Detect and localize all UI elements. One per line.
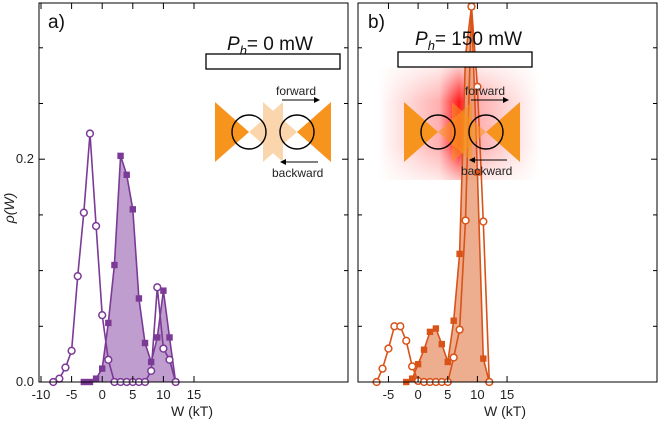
panel-a-x-tick-label: 10 <box>156 387 170 402</box>
y-tick-label: 0.2 <box>16 151 34 166</box>
panel-b-backward-point <box>461 216 470 225</box>
y-axis-title: ρ(W) <box>1 193 17 225</box>
panel-b-inset: forward backward <box>404 84 520 178</box>
panel-b-backward-point <box>473 82 482 91</box>
panel-a-forward-point <box>135 295 143 302</box>
panel-b-backward-point <box>479 217 488 226</box>
panel-b-x-tick-label: 0 <box>414 387 421 402</box>
panel-b-forward-arrow <box>471 97 509 103</box>
panel-b-backward-point <box>378 364 387 373</box>
panel-a-forward-point <box>111 261 118 269</box>
panel-a-forward-point <box>92 375 100 382</box>
panel-a-backward-point <box>67 346 76 355</box>
panel-a-forward-point <box>105 319 112 327</box>
panel-a-backward-point <box>91 221 101 231</box>
panel-b-ticks: -5 0 5 10 15 <box>358 3 657 402</box>
panel-a-plot-area <box>49 129 180 387</box>
panel-a-backward-point <box>159 344 168 353</box>
panel-b-power-bar <box>397 51 533 68</box>
panel-a-forward-point <box>141 339 149 347</box>
panel-b-forward-point <box>480 355 487 362</box>
panel-b-x-tick-label: 10 <box>470 387 484 402</box>
panel-a-forward-area <box>83 155 176 382</box>
panel-a-backward-point <box>147 366 156 376</box>
panel-a-backward-arrow <box>280 159 318 165</box>
panel-b-x-axis-title: W (kT) <box>484 403 526 419</box>
panel-a-power-label: Ph= 0 mW <box>227 34 313 58</box>
panel-b-label: b) <box>368 12 385 33</box>
panel-a-forward-point <box>99 365 106 372</box>
panel-a-backward-point <box>165 355 174 364</box>
panel-b-backward-point <box>455 325 464 334</box>
panel-a-forward-point <box>123 171 130 178</box>
panel-b-backward-label: backward <box>461 164 512 178</box>
panel-b-backward-point <box>408 362 417 371</box>
panel-b-forward-point <box>456 250 463 258</box>
panel-b-particle-left <box>420 114 456 150</box>
panel-a-backward-point <box>79 208 88 217</box>
panel-b-backward-point <box>396 322 405 331</box>
panel-b-forward-point <box>426 328 434 336</box>
panel-a-backward-point <box>85 129 95 138</box>
panel-a-backward-label: backward <box>272 166 323 180</box>
panel-a-particle-left <box>231 114 267 150</box>
panel-b-x-tick-label: -5 <box>383 387 395 402</box>
panel-b-forward-point <box>408 375 416 382</box>
panel-b-forward-label: forward <box>465 84 505 98</box>
panel-a-x-tick-label: 0 <box>99 387 106 402</box>
panel-a-backward-point <box>61 363 70 372</box>
panel-a-particle-right <box>279 114 315 150</box>
panel-a: -10 -5 0 5 10 15 0.0 0.2 a) Ph= 0 mW forward <box>16 2 349 402</box>
panel-b-forward-point <box>432 325 440 332</box>
panel-a-x-axis-title: W (kT) <box>171 403 213 419</box>
panel-b-backward-point <box>384 344 393 353</box>
panel-a-x-tick-label: -5 <box>66 387 78 402</box>
panel-a-backward-point <box>153 283 162 292</box>
panel-b-backward-point <box>402 336 411 345</box>
panel-a-backward-point <box>104 355 113 364</box>
y-tick-label: 0.0 <box>16 374 34 389</box>
panel-a-backward-point <box>73 272 82 281</box>
panel-a-label: a) <box>48 12 65 33</box>
panel-b: -5 0 5 10 15 b) Ph= 150 mW forward <box>357 2 658 402</box>
panel-b-forward-point <box>474 169 481 176</box>
panel-b-forward-point <box>414 360 422 368</box>
panel-b-backward-point <box>449 353 458 362</box>
panel-a-power-bar <box>205 53 341 70</box>
panel-a-backward-point <box>98 311 107 320</box>
panel-b-backward-point <box>467 2 476 11</box>
panel-b-power-label: Ph= 150 mW <box>415 29 522 53</box>
panel-a-forward-point <box>117 152 124 160</box>
panel-a-forward-label: forward <box>276 84 316 98</box>
panel-b-backward-arrow <box>469 157 507 163</box>
panel-a-forward-point <box>129 206 136 213</box>
panel-b-forward-point <box>444 358 451 366</box>
panel-b-forward-point <box>438 340 446 348</box>
panel-b-forward-point <box>450 317 457 324</box>
panel-b-x-tick-label: 5 <box>444 387 451 402</box>
panel-a-backward-point <box>55 374 64 383</box>
panel-a-forward-arrow <box>282 97 320 103</box>
panel-a-forward-point <box>154 334 161 341</box>
panel-a-forward-point <box>166 334 173 341</box>
panel-b-x-tick-label: 15 <box>500 387 514 402</box>
panel-a-forward-point <box>160 287 167 294</box>
panel-b-particle-right <box>468 114 504 150</box>
panel-a-inset: forward backward <box>215 84 331 180</box>
panel-a-x-tick-label: 5 <box>129 387 136 402</box>
panel-b-forward-point <box>420 346 428 353</box>
panel-a-x-tick-label: -10 <box>32 387 51 402</box>
panel-a-ticks: -10 -5 0 5 10 15 0.0 0.2 <box>16 3 348 402</box>
panel-a-x-tick-label: 15 <box>187 387 201 402</box>
